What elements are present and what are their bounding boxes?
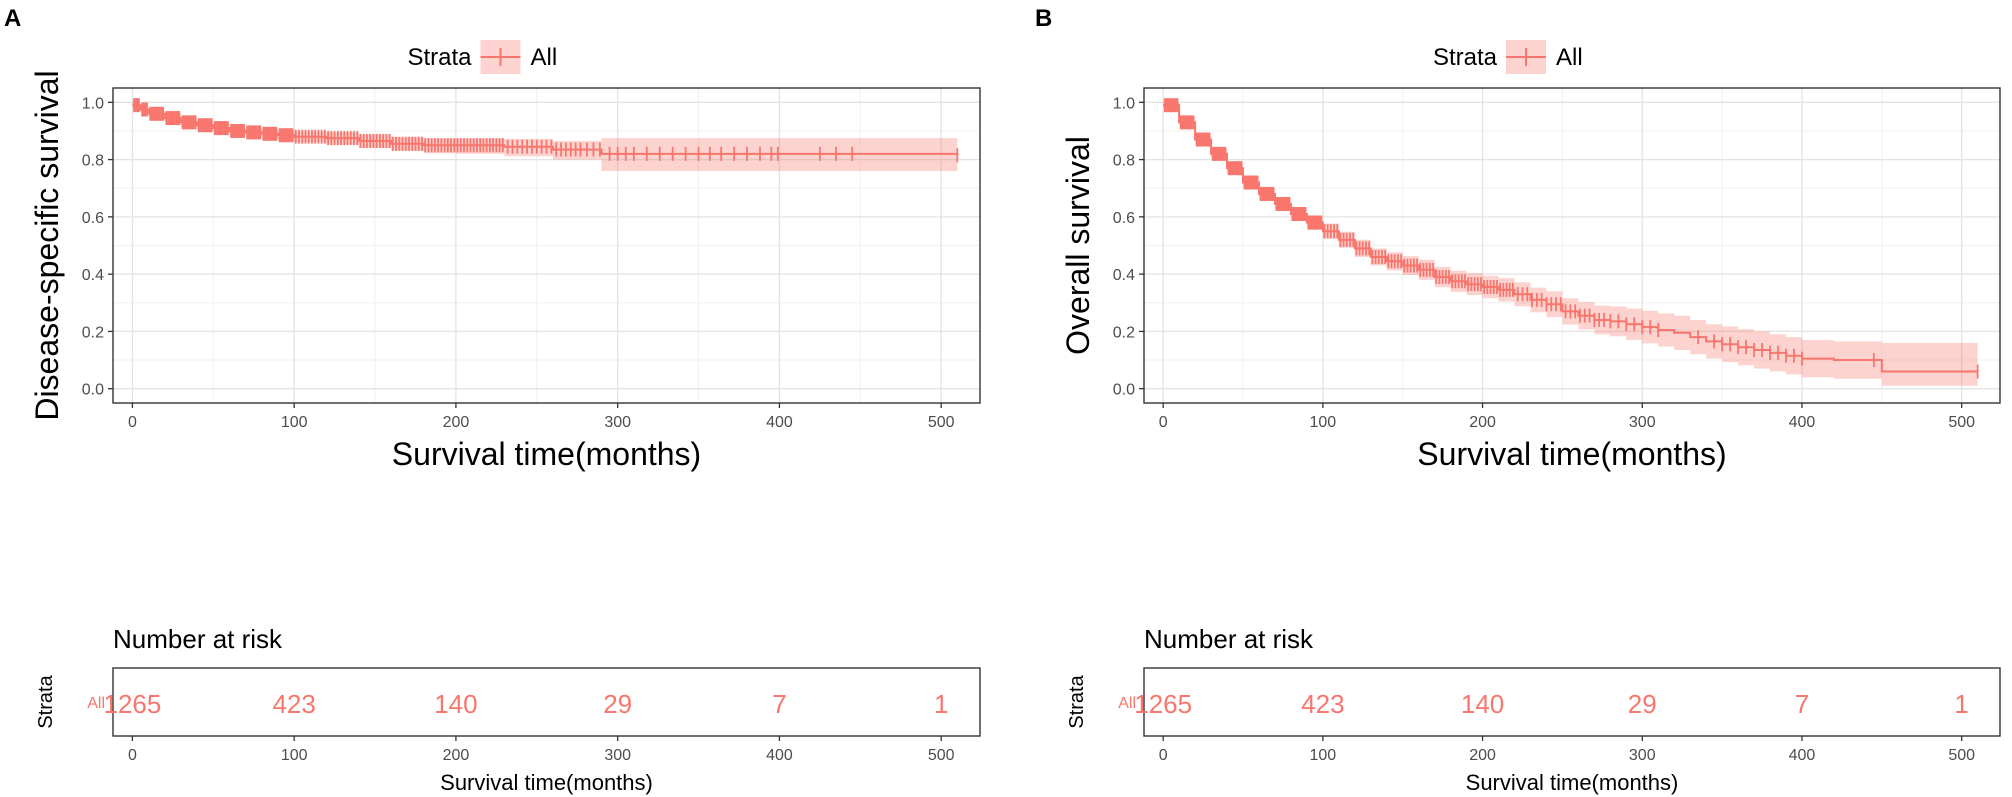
risk-x-tick-label: 500 (928, 747, 955, 764)
risk-count: 423 (1301, 689, 1344, 719)
risk-count: 29 (603, 689, 632, 719)
confidence-band (1163, 102, 1978, 386)
risk-strata-label: All (87, 695, 105, 712)
risk-count: 140 (434, 689, 477, 719)
y-tick-label: 0.4 (1113, 267, 1135, 284)
x-tick-label: 400 (766, 414, 793, 431)
risk-x-tick-label: 100 (281, 747, 308, 764)
y-tick-label: 1.0 (82, 95, 104, 112)
x-axis-title: Survival time(months) (1417, 436, 1726, 472)
risk-x-tick-label: 300 (604, 747, 631, 764)
risk-table-border (112, 667, 981, 737)
x-tick-label: 200 (1469, 414, 1496, 431)
risk-count: 7 (772, 689, 786, 719)
y-tick-label: 0.4 (82, 267, 104, 284)
risk-table-title: Number at risk (113, 624, 283, 654)
x-tick-label: 200 (443, 414, 470, 431)
risk-count: 140 (1461, 689, 1504, 719)
x-tick-label: 100 (1310, 414, 1337, 431)
panel-label: B (1035, 5, 1052, 32)
plot-border (1143, 87, 2001, 404)
y-tick-label: 0.0 (82, 382, 104, 399)
risk-table-border (1143, 667, 2001, 737)
legend-title: Strata (407, 44, 472, 71)
risk-count: 423 (272, 689, 315, 719)
x-tick-label: 0 (1159, 414, 1168, 431)
risk-x-tick-label: 0 (1159, 747, 1168, 764)
panel-label: A (4, 5, 21, 32)
x-tick-label: 0 (128, 414, 137, 431)
x-tick-label: 300 (1629, 414, 1656, 431)
y-axis-title: Disease-specific survival (29, 70, 65, 420)
chart-panel-a: A Strata All 0 100 200 300 400 500 0.0 0.2 0.4 0.6 0.… (4, 5, 981, 795)
y-tick-label: 0.6 (1113, 210, 1135, 227)
legend-label: All (1556, 44, 1583, 71)
chart-panel-b: B Strata All 0 100 200 300 400 500 0.0 0.2 0.4 0.6 0.… (1035, 5, 2001, 795)
y-tick-label: 0.2 (82, 324, 104, 341)
y-tick-label: 0.0 (1113, 382, 1135, 399)
risk-x-tick-label: 200 (443, 747, 470, 764)
x-tick-label: 100 (281, 414, 308, 431)
legend-label: All (531, 44, 558, 71)
x-tick-label: 300 (604, 414, 631, 431)
x-tick-label: 500 (1948, 414, 1975, 431)
y-tick-label: 1.0 (1113, 95, 1135, 112)
risk-x-tick-label: 500 (1948, 747, 1975, 764)
y-tick-label: 0.6 (82, 210, 104, 227)
risk-count: 7 (1795, 689, 1809, 719)
x-tick-label: 400 (1789, 414, 1816, 431)
risk-count: 29 (1628, 689, 1657, 719)
risk-x-tick-label: 400 (1789, 747, 1816, 764)
risk-x-axis-title: Survival time(months) (440, 770, 653, 795)
risk-strata-label: All (1118, 695, 1136, 712)
risk-x-axis-title: Survival time(months) (1466, 770, 1679, 795)
risk-strata-axis-label: Strata (35, 674, 57, 728)
risk-x-tick-label: 400 (766, 747, 793, 764)
y-axis-title: Overall survival (1060, 136, 1096, 355)
risk-x-tick-label: 200 (1469, 747, 1496, 764)
risk-strata-axis-label: Strata (1066, 674, 1088, 728)
y-tick-label: 0.2 (1113, 324, 1135, 341)
risk-table-title: Number at risk (1144, 624, 1314, 654)
risk-x-tick-label: 0 (128, 747, 137, 764)
legend-title: Strata (1433, 44, 1498, 71)
plot-border (112, 87, 981, 404)
x-tick-label: 500 (928, 414, 955, 431)
y-tick-label: 0.8 (1113, 153, 1135, 170)
risk-count: 1 (1954, 689, 1968, 719)
risk-x-tick-label: 300 (1629, 747, 1656, 764)
y-tick-label: 0.8 (82, 153, 104, 170)
risk-count: 1265 (103, 689, 161, 719)
risk-count: 1265 (1134, 689, 1192, 719)
x-axis-title: Survival time(months) (392, 436, 701, 472)
risk-x-tick-label: 100 (1310, 747, 1337, 764)
risk-count: 1 (934, 689, 948, 719)
